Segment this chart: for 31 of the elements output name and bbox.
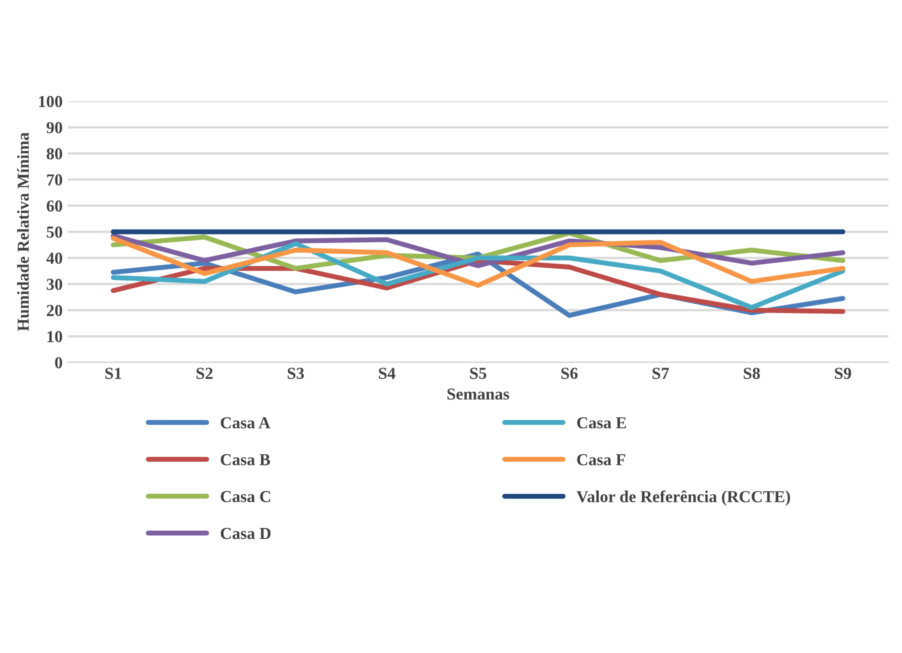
y-tick-label: 60 bbox=[46, 200, 62, 212]
legend-label: Valor de Referência (RCCTE) bbox=[576, 490, 790, 506]
x-axis-title: Semanas bbox=[447, 388, 510, 400]
legend-label: Casa F bbox=[577, 454, 626, 466]
line-series bbox=[110, 236, 846, 288]
x-tick-label: S6 bbox=[561, 368, 578, 380]
y-axis-title: Humidade Relativa Mínima bbox=[17, 132, 29, 332]
y-tick-label: 30 bbox=[46, 278, 62, 290]
y-tick-label: 80 bbox=[46, 148, 62, 160]
legend-label: Casa B bbox=[220, 454, 270, 466]
x-tick-label: S5 bbox=[470, 368, 486, 380]
y-tick-label: 100 bbox=[39, 96, 62, 108]
legend-label: Casa E bbox=[577, 417, 626, 428]
x-tick-label: S8 bbox=[744, 368, 760, 380]
y-tick-label: 20 bbox=[46, 304, 62, 316]
legend-label: Casa A bbox=[220, 417, 270, 428]
y-tick-label: 10 bbox=[47, 330, 62, 342]
x-tick-label: S2 bbox=[196, 368, 213, 380]
y-tick-label: 0 bbox=[55, 357, 62, 368]
y-tick-label: 40 bbox=[46, 252, 62, 264]
y-tick-label: 50 bbox=[46, 226, 62, 238]
legend-label: Casa D bbox=[220, 528, 271, 540]
line-series bbox=[110, 241, 846, 310]
y-tick-label: 90 bbox=[46, 122, 62, 134]
x-tick-label: S1 bbox=[105, 368, 122, 380]
y-tick-label: 70 bbox=[47, 174, 62, 186]
legend-label: Casa C bbox=[220, 490, 270, 502]
x-tick-label: S4 bbox=[378, 368, 396, 380]
x-tick-label: S7 bbox=[652, 368, 669, 380]
x-tick-label: S3 bbox=[288, 368, 304, 380]
x-tick-label: S9 bbox=[834, 368, 852, 380]
